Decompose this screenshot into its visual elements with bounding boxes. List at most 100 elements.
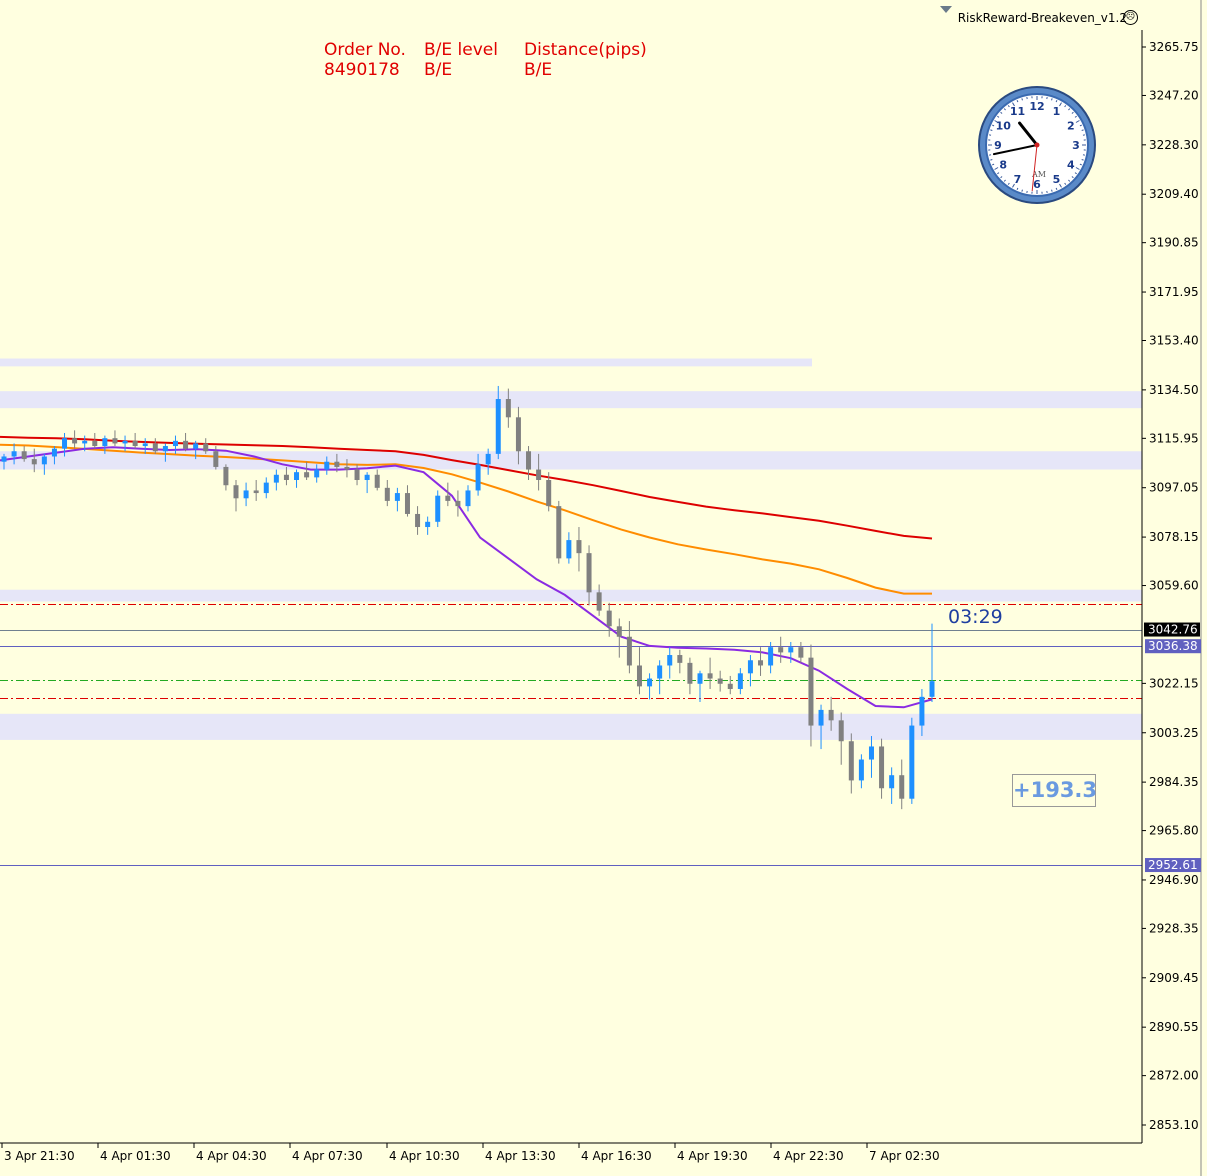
candle-body (273, 474, 279, 483)
candle-body (838, 720, 844, 742)
candle-body (798, 647, 804, 658)
x-tick-label: 7 Apr 02:30 (869, 1149, 940, 1163)
candle-body (415, 513, 421, 528)
candle-body (233, 485, 239, 499)
candle-body (183, 440, 189, 449)
line-price-tag-0 (1145, 639, 1201, 654)
bid-price-tag (1144, 622, 1200, 637)
candle-body (72, 438, 78, 444)
clock-number: 5 (1053, 173, 1061, 186)
clock-number: 4 (1067, 159, 1075, 172)
smiley-icon[interactable]: ☹ (1123, 10, 1138, 25)
clock-hour-hand (1018, 121, 1039, 147)
clock-tick (1075, 120, 1080, 123)
clock-tick (994, 120, 999, 123)
indicator-name: RiskReward-Breakeven_v1.2 (957, 11, 1127, 25)
clock-tick (1007, 105, 1010, 108)
sr-zone-3 (0, 589, 1142, 602)
candle-body (172, 440, 178, 447)
candle-body (515, 417, 521, 452)
candle-body (717, 678, 723, 684)
clock-tick (992, 124, 995, 127)
x-tick-label: 4 Apr 04:30 (196, 1149, 267, 1163)
clock-tick (1000, 111, 1003, 114)
clock-number: 3 (1072, 139, 1080, 152)
candle-body (213, 451, 219, 467)
price-tags: 3042.76 3036.38 2952.61 (1144, 622, 1201, 873)
y-tick-label: 2853.10 (1149, 1118, 1199, 1132)
candle-body (677, 655, 683, 663)
candle-body (435, 495, 441, 522)
x-tick-label: 4 Apr 01:30 (100, 1149, 171, 1163)
clock-number: 12 (1029, 100, 1044, 113)
candle-body (889, 775, 895, 789)
candle-body (334, 461, 340, 467)
be-level-value: B/E (424, 60, 453, 80)
candle-body (203, 443, 209, 452)
triangle-down-icon[interactable] (940, 6, 952, 13)
candle-body (788, 647, 794, 653)
candle-body (546, 480, 552, 507)
candle-body (21, 451, 27, 460)
candle-body (536, 469, 542, 481)
candle-body (364, 474, 370, 481)
candle-body (314, 469, 320, 478)
sr-zone-0 (0, 358, 812, 367)
candle-body (263, 482, 269, 494)
clock-tick (1068, 108, 1071, 111)
clock-number: 2 (1067, 120, 1075, 133)
clock-tick (1064, 182, 1067, 185)
clock-tick (1012, 102, 1015, 107)
clock-tick (994, 167, 999, 170)
horizontal-lines (0, 604, 1142, 866)
candle-body (768, 647, 774, 666)
candle-body (818, 709, 824, 726)
y-tick-label: 3171.95 (1149, 285, 1199, 299)
candle-body (485, 453, 491, 465)
candle-body (808, 657, 814, 726)
candle-body (919, 696, 925, 726)
candle-body (394, 493, 400, 501)
moving-averages (0, 435, 933, 709)
candle-body (223, 466, 229, 486)
candle-body (606, 610, 612, 627)
clock-tick (1003, 179, 1006, 182)
clock-tick (997, 172, 1000, 175)
candle-body (445, 495, 451, 501)
candle-body (152, 443, 158, 452)
clock-number: 6 (1033, 178, 1041, 191)
candle-body (354, 469, 360, 481)
clock-number: 8 (999, 159, 1007, 172)
clock-number: 7 (1014, 173, 1022, 186)
line-price-text-0: 3036.38 (1148, 639, 1198, 653)
clock-tick (1003, 108, 1006, 111)
candle-body (304, 472, 310, 478)
clock-tick (1055, 187, 1058, 190)
clock-tick (1016, 100, 1019, 103)
clock-number: 1 (1053, 105, 1061, 118)
clock-tick (1079, 163, 1082, 166)
x-tick-label: 3 Apr 21:30 (4, 1149, 75, 1163)
y-tick-label: 3059.60 (1149, 579, 1199, 593)
candle-body (384, 487, 390, 501)
candle-body (747, 660, 753, 674)
clock-tick (1000, 176, 1003, 179)
candle-body (879, 746, 885, 789)
candle-body (868, 746, 874, 760)
clock-tick (1055, 100, 1058, 103)
candle-body (596, 592, 602, 611)
candle-body (92, 440, 98, 447)
clock-tick (1081, 159, 1084, 161)
candle-body (636, 665, 642, 687)
x-tick-label: 4 Apr 07:30 (292, 1149, 363, 1163)
y-tick-label: 3022.15 (1149, 676, 1199, 690)
price-axis-labels: 3265.75 3247.20 3228.30 3209.40 3190.85 3171.… (1142, 40, 1199, 1132)
candle-body (858, 759, 864, 781)
candle-body (495, 399, 501, 454)
clock-second-hand (1031, 144, 1038, 192)
profit-label[interactable]: +193.3 (1012, 774, 1097, 807)
clock-tick (1007, 182, 1010, 185)
